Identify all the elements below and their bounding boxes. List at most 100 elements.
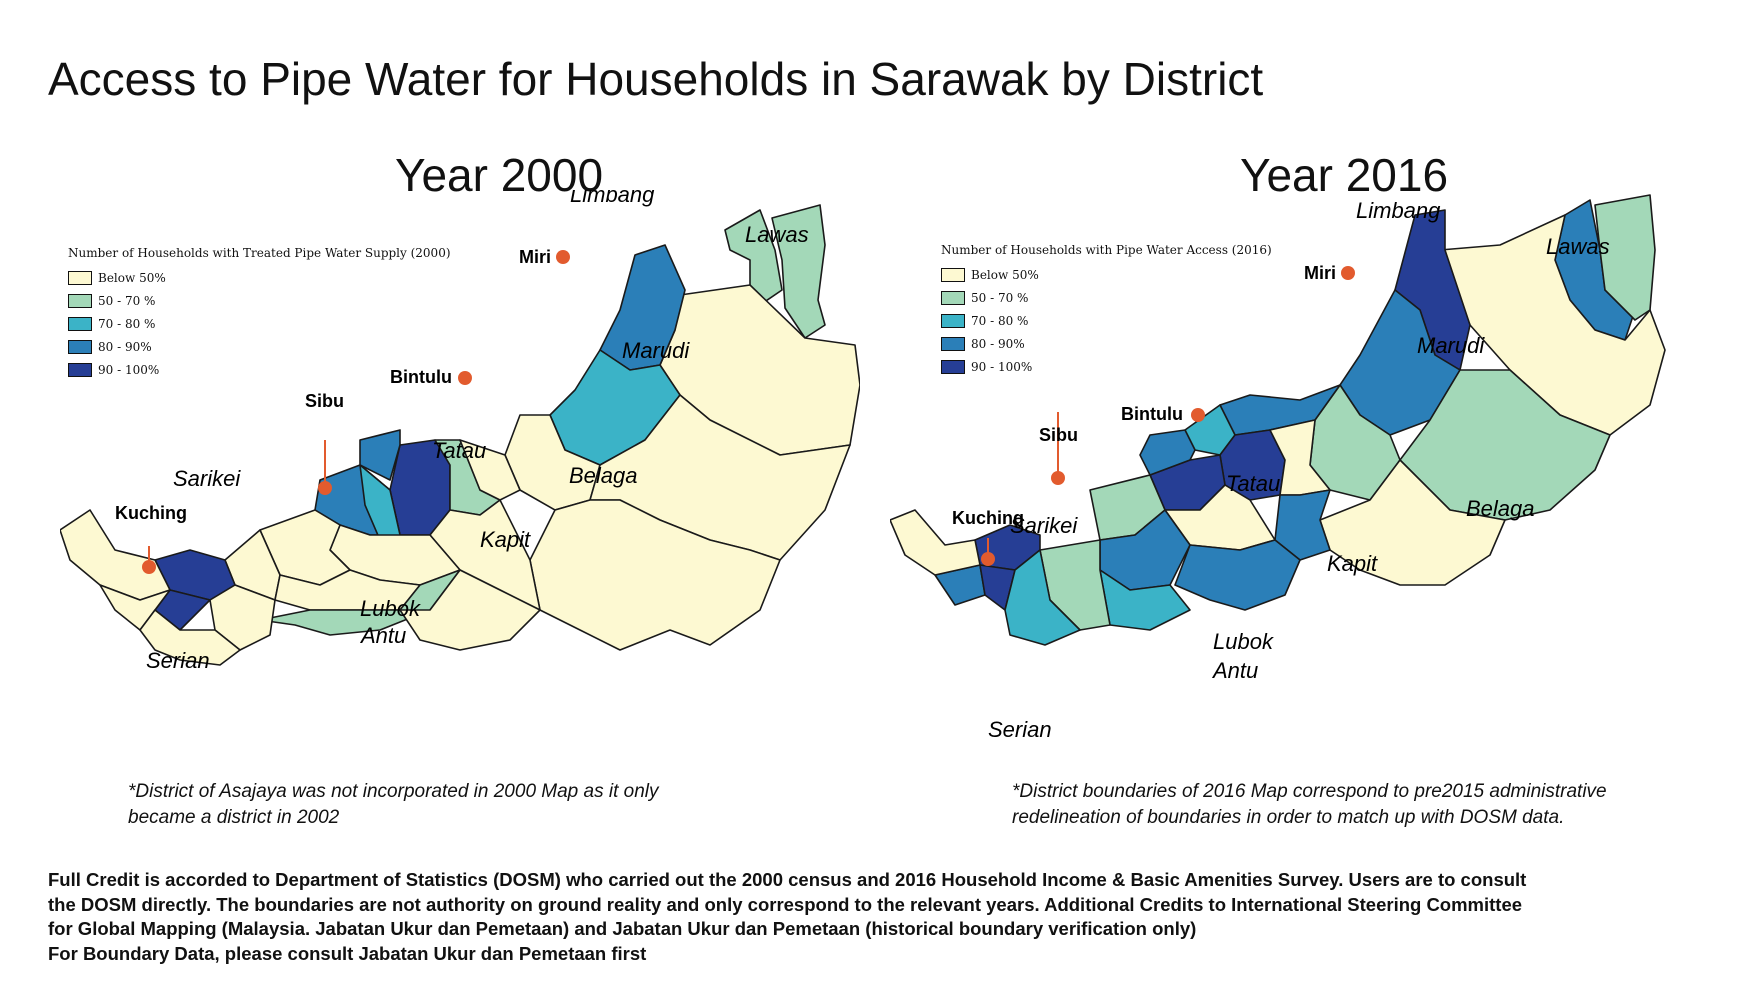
city-label-kuching: Kuching xyxy=(952,508,1024,528)
district-label-sarikei: Sarikei xyxy=(173,466,241,491)
legend-swatch-80-90 xyxy=(941,336,965,351)
legend-label: 70 - 80 % xyxy=(971,313,1029,328)
district-bintulu-2016 xyxy=(1339,289,1461,436)
district-label-antu: Antu xyxy=(359,623,406,648)
district-label-belaga: Belaga xyxy=(1466,496,1535,521)
legend-label: Below 50% xyxy=(971,267,1039,282)
legend-swatch-50-70 xyxy=(68,293,92,308)
district-label-serian: Serian xyxy=(146,648,210,673)
city-markers-2016 xyxy=(981,266,1355,566)
district-lundu-2016 xyxy=(890,509,981,576)
legend-label: 90 - 100% xyxy=(98,362,160,377)
city-label-miri: Miri xyxy=(519,247,551,267)
district-label-limbang: Limbang xyxy=(570,190,655,207)
legend-label: 70 - 80 % xyxy=(98,316,156,331)
legend-title-2016: Number of Households with Pipe Water Acc… xyxy=(941,243,1272,257)
legend-item: 90 - 100% xyxy=(68,358,451,381)
sibu-marker xyxy=(1051,471,1065,485)
legend-label: 50 - 70 % xyxy=(98,293,156,308)
legend-item: 50 - 70 % xyxy=(941,286,1272,309)
kuching-marker xyxy=(981,552,995,566)
note-line: *District of Asajaya was not incorporate… xyxy=(128,781,659,802)
credits-line: the DOSM directly. The boundaries are no… xyxy=(48,893,1523,915)
district-label-serian: Serian xyxy=(988,717,1052,742)
district-label-kapit: Kapit xyxy=(1327,551,1378,576)
legend-label: 80 - 90% xyxy=(971,336,1025,351)
district-label-belaga: Belaga xyxy=(569,463,638,488)
city-label-kuching: Kuching xyxy=(115,503,187,523)
district-kapit-2000 xyxy=(529,499,781,651)
legend-item: Below 50% xyxy=(941,263,1272,286)
district-lawas-2016 xyxy=(1594,194,1656,321)
bintulu-marker xyxy=(1191,408,1205,422)
credits: Full Credit is accorded to Department of… xyxy=(48,868,1526,966)
district-daro-2016 xyxy=(1139,429,1196,476)
sarawak-map-2000: Miri Bintulu Sibu Kuching Limbang Lawas … xyxy=(60,190,860,673)
legend-item: 70 - 80 % xyxy=(941,309,1272,332)
city-label-miri: Miri xyxy=(1304,263,1336,283)
district-southeast-2000 xyxy=(399,569,541,651)
legend-swatch-70-80 xyxy=(941,313,965,328)
legend-swatch-50-70 xyxy=(941,290,965,305)
map-title-2000: Year 2000 xyxy=(395,149,604,201)
legend-2000: Number of Households with Treated Pipe W… xyxy=(68,246,451,381)
district-lawas-2000 xyxy=(771,204,826,339)
note-line: redelineation of boundaries in order to … xyxy=(1012,807,1565,828)
legend-label: Below 50% xyxy=(98,270,166,285)
map-title-2016: Year 2016 xyxy=(1240,149,1449,201)
district-label-lawas: Lawas xyxy=(745,222,809,247)
legend-item: 50 - 70 % xyxy=(68,289,451,312)
bintulu-marker xyxy=(458,371,472,385)
legend-title-2000: Number of Households with Treated Pipe W… xyxy=(68,246,451,260)
main-title: Access to Pipe Water for Households in S… xyxy=(48,53,1264,105)
district-label-sarikei: Sarikei xyxy=(1010,513,1078,538)
legend-item: 70 - 80 % xyxy=(68,312,451,335)
district-sibu-north-2000 xyxy=(359,429,401,481)
district-label-lubok: Lubok xyxy=(1213,629,1274,654)
credits-line: For Boundary Data, please consult Jabata… xyxy=(48,942,647,964)
sarawak-map-2016: Miri Bintulu Sibu Kuching Limbang Lawas … xyxy=(890,194,1666,742)
city-label-bintulu: Bintulu xyxy=(390,367,452,387)
legend-item: Below 50% xyxy=(68,266,451,289)
city-label-sibu: Sibu xyxy=(1039,425,1078,445)
city-label-sibu: Sibu xyxy=(305,391,344,411)
district-lubok-antu-2016 xyxy=(1174,539,1301,611)
legend-swatch-below-50 xyxy=(941,267,965,282)
miri-marker xyxy=(556,250,570,264)
credits-line: for Global Mapping (Malaysia. Jabatan Uk… xyxy=(48,918,1197,939)
note-2000: *District of Asajaya was not incorporate… xyxy=(128,779,659,831)
note-2016: *District boundaries of 2016 Map corresp… xyxy=(1012,779,1607,831)
district-label-lubok: Lubok xyxy=(360,596,421,621)
district-label-tatau: Tatau xyxy=(432,438,486,463)
sibu-marker xyxy=(318,481,332,495)
legend-item: 80 - 90% xyxy=(941,332,1272,355)
legend-swatch-below-50 xyxy=(68,270,92,285)
legend-item: 80 - 90% xyxy=(68,335,451,358)
district-label-antu: Antu xyxy=(1211,658,1258,683)
city-label-bintulu: Bintulu xyxy=(1121,404,1183,424)
legend-item: 90 - 100% xyxy=(941,355,1272,378)
legend-label: 80 - 90% xyxy=(98,339,152,354)
miri-marker xyxy=(1341,266,1355,280)
legend-swatch-80-90 xyxy=(68,339,92,354)
legend-label: 90 - 100% xyxy=(971,359,1033,374)
district-serian-2016 xyxy=(1004,549,1081,646)
legend-swatch-70-80 xyxy=(68,316,92,331)
credits-line: Full Credit is accorded to Department of… xyxy=(48,869,1527,890)
district-kanowit-2000 xyxy=(459,439,521,501)
district-serian-2000 xyxy=(139,609,241,666)
district-label-kapit: Kapit xyxy=(480,527,531,552)
note-line: *District boundaries of 2016 Map corresp… xyxy=(1012,781,1607,802)
city-markers-2000 xyxy=(142,250,570,574)
kuching-marker xyxy=(142,560,156,574)
legend-swatch-90-100 xyxy=(941,359,965,374)
district-label-marudi: Marudi xyxy=(622,338,690,363)
district-label-lawas: Lawas xyxy=(1546,234,1610,259)
district-label-marudi: Marudi xyxy=(1417,333,1485,358)
district-label-tatau: Tatau xyxy=(1226,471,1280,496)
district-label-limbang: Limbang xyxy=(1356,198,1441,223)
legend-label: 50 - 70 % xyxy=(971,290,1029,305)
note-line: became a district in 2002 xyxy=(128,807,340,828)
legend-swatch-90-100 xyxy=(68,362,92,377)
district-belaga-2016 xyxy=(1399,369,1611,521)
